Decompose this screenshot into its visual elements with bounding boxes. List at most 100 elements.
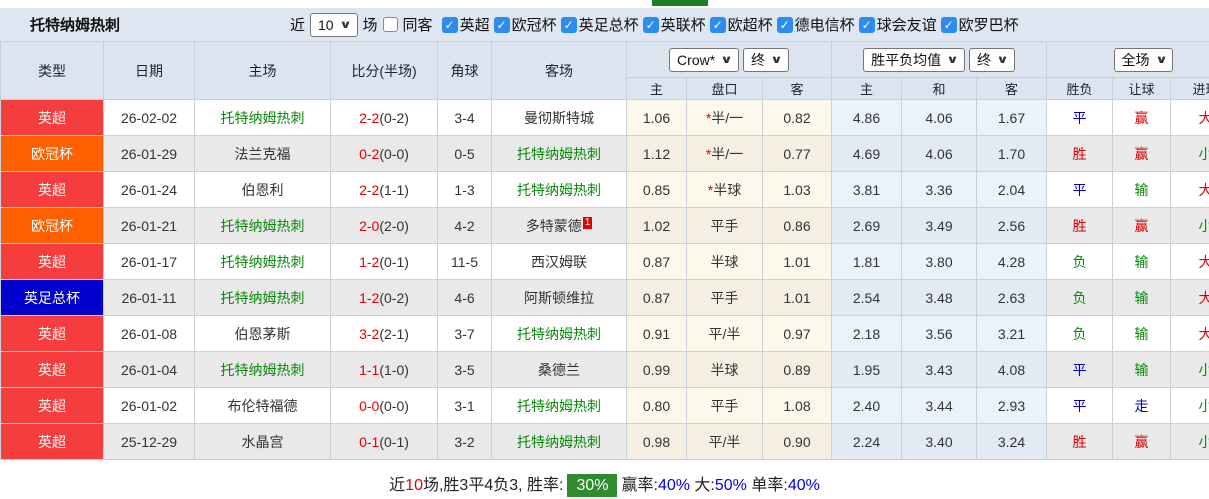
odds-source-value: Crow* bbox=[677, 51, 716, 68]
avg-away: 3.24 bbox=[976, 423, 1047, 460]
match-count-select[interactable]: 10 ∨ bbox=[310, 12, 358, 37]
corners-cell: 1-3 bbox=[437, 171, 492, 208]
star-marker: * bbox=[707, 181, 714, 198]
league-filter-label: 球会友谊 bbox=[876, 17, 937, 34]
avg-draw: 3.56 bbox=[901, 315, 977, 352]
filter-controls: 近 10 ∨ 场 同客 ✓ 英超 ✓ 欧冠杯 ✓ 英足总杯 ✓ 英联杯 ✓ 欧超杯 ✓ 德电信杯 ✓ 球会… bbox=[290, 12, 1019, 37]
type-badge: 英超 bbox=[0, 351, 104, 388]
league-filter-label: 英联杯 bbox=[660, 17, 706, 34]
away-team[interactable]: 托特纳姆热刺 bbox=[491, 423, 627, 460]
odds-home: 0.99 bbox=[626, 351, 687, 388]
away-team[interactable]: 西汉姆联 bbox=[491, 243, 627, 280]
result-handicap: 走 bbox=[1112, 387, 1171, 424]
handicap-cell: *半球 bbox=[686, 171, 763, 208]
odds-time-select-1[interactable]: 终 ∨ bbox=[743, 47, 789, 72]
away-team[interactable]: 托特纳姆热刺 bbox=[491, 315, 627, 352]
avg-away: 4.28 bbox=[976, 243, 1047, 280]
league-filter-group: ✓ 英超 ✓ 欧冠杯 ✓ 英足总杯 ✓ 英联杯 ✓ 欧超杯 ✓ 德电信杯 ✓ 球会友谊 ✓ 欧罗巴杯 bbox=[438, 14, 1019, 35]
league-filter-checkbox[interactable]: ✓ bbox=[441, 16, 458, 33]
away-team[interactable]: 托特纳姆热刺 bbox=[491, 387, 627, 424]
handicap-cell: 半球 bbox=[686, 243, 763, 280]
home-team[interactable]: 托特纳姆热刺 bbox=[194, 279, 331, 316]
toolbar: 托特纳姆热刺 近 10 ∨ 场 同客 ✓ 英超 ✓ 欧冠杯 ✓ 英足总杯 ✓ 英联杯 ✓ 欧超杯 ✓… bbox=[0, 8, 1209, 41]
date-cell: 26-01-17 bbox=[103, 243, 195, 280]
away-team[interactable]: 桑德兰 bbox=[491, 351, 627, 388]
avg-source-select[interactable]: 胜平负均值 ∨ bbox=[863, 47, 966, 72]
result-goals: 大 bbox=[1170, 315, 1209, 352]
home-team[interactable]: 伯恩利 bbox=[194, 171, 331, 208]
score-cell: 0-2(0-0) bbox=[330, 135, 438, 172]
home-team[interactable]: 托特纳姆热刺 bbox=[194, 351, 331, 388]
result-handicap: 赢 bbox=[1112, 423, 1171, 460]
subcol-odds-away: 客 bbox=[762, 77, 832, 100]
summary-part: 大: bbox=[689, 477, 715, 494]
league-filter-label: 欧超杯 bbox=[727, 17, 773, 34]
league-filter: ✓ 欧冠杯 bbox=[493, 14, 557, 35]
league-filter-checkbox[interactable]: ✓ bbox=[642, 16, 659, 33]
summary-part: 50% bbox=[714, 477, 747, 494]
home-team[interactable]: 托特纳姆热刺 bbox=[194, 99, 331, 136]
odds-home: 0.85 bbox=[626, 171, 687, 208]
league-filter-checkbox[interactable]: ✓ bbox=[560, 16, 577, 33]
corners-cell: 4-2 bbox=[437, 207, 492, 244]
result-goals: 小 bbox=[1170, 135, 1209, 172]
odds-away: 1.03 bbox=[762, 171, 832, 208]
same-venue-checkbox[interactable] bbox=[382, 17, 398, 32]
league-filter-checkbox[interactable]: ✓ bbox=[776, 16, 793, 33]
avg-home: 2.69 bbox=[831, 207, 902, 244]
avg-home: 1.95 bbox=[831, 351, 902, 388]
score-cell: 2-2(1-1) bbox=[330, 171, 438, 208]
table-row: 英超 26-01-04 托特纳姆热刺 1-1(1-0) 3-5 桑德兰 0.99 半球 0.89… bbox=[0, 351, 1209, 388]
league-filter-checkbox[interactable]: ✓ bbox=[940, 16, 957, 33]
odds-away: 0.86 bbox=[762, 207, 832, 244]
home-team[interactable]: 托特纳姆热刺 bbox=[194, 207, 331, 244]
avg-away: 2.04 bbox=[976, 171, 1047, 208]
odds-source-select[interactable]: Crow* ∨ bbox=[669, 47, 740, 72]
avg-draw: 3.40 bbox=[901, 423, 977, 460]
corners-cell: 3-4 bbox=[437, 99, 492, 136]
odds-home: 0.80 bbox=[626, 387, 687, 424]
score-cell: 1-2(0-2) bbox=[330, 279, 438, 316]
page-title: 托特纳姆热刺 bbox=[30, 17, 121, 34]
odds-time-select-2[interactable]: 终 ∨ bbox=[968, 47, 1015, 72]
type-badge: 英超 bbox=[0, 171, 104, 208]
league-filter-checkbox[interactable]: ✓ bbox=[709, 16, 726, 33]
league-filter-label: 德电信杯 bbox=[794, 17, 855, 34]
table-row: 欧冠杯 26-01-21 托特纳姆热刺 2-0(2-0) 4-2 多特蒙德 1 1.02 平手 0… bbox=[0, 207, 1209, 244]
avg-draw: 3.80 bbox=[901, 243, 977, 280]
odds-away: 0.82 bbox=[762, 99, 832, 136]
avg-draw: 3.43 bbox=[901, 351, 977, 388]
home-team[interactable]: 法兰克福 bbox=[194, 135, 331, 172]
result-handicap: 赢 bbox=[1112, 135, 1171, 172]
result-goals: 小 bbox=[1170, 423, 1209, 460]
league-filter: ✓ 欧罗巴杯 bbox=[940, 14, 1019, 35]
away-team[interactable]: 托特纳姆热刺 bbox=[491, 135, 627, 172]
handicap-cell: 平/半 bbox=[686, 315, 763, 352]
home-team[interactable]: 水晶宫 bbox=[194, 423, 331, 460]
away-team[interactable]: 托特纳姆热刺 bbox=[491, 171, 627, 208]
league-filter-checkbox[interactable]: ✓ bbox=[493, 16, 510, 33]
away-team[interactable]: 曼彻斯特城 bbox=[491, 99, 627, 136]
chevron-down-icon: ∨ bbox=[1154, 54, 1168, 66]
away-team[interactable]: 多特蒙德 1 bbox=[491, 207, 627, 244]
date-cell: 26-01-29 bbox=[103, 135, 195, 172]
home-team[interactable]: 布伦特福德 bbox=[194, 387, 331, 424]
type-badge: 欧冠杯 bbox=[0, 207, 104, 244]
league-filter-checkbox[interactable]: ✓ bbox=[858, 16, 875, 33]
avg-draw: 3.49 bbox=[901, 207, 977, 244]
odds-away: 1.01 bbox=[762, 279, 832, 316]
corners-cell: 3-2 bbox=[437, 423, 492, 460]
away-team[interactable]: 阿斯顿维拉 bbox=[491, 279, 627, 316]
active-tab-indicator[interactable] bbox=[652, 0, 708, 6]
summary-part: 近 bbox=[389, 477, 406, 494]
handicap-cell: 平/半 bbox=[686, 423, 763, 460]
odds-home: 1.02 bbox=[626, 207, 687, 244]
corners-cell: 0-5 bbox=[437, 135, 492, 172]
scope-select[interactable]: 全场 ∨ bbox=[1113, 47, 1174, 72]
home-team[interactable]: 伯恩茅斯 bbox=[194, 315, 331, 352]
score-cell: 2-0(2-0) bbox=[330, 207, 438, 244]
league-filter-label: 欧冠杯 bbox=[511, 17, 557, 34]
home-team[interactable]: 托特纳姆热刺 bbox=[194, 243, 331, 280]
corners-cell: 4-6 bbox=[437, 279, 492, 316]
table-row: 英超 26-02-02 托特纳姆热刺 2-2(0-2) 3-4 曼彻斯特城 1.06 *半/一… bbox=[0, 99, 1209, 136]
